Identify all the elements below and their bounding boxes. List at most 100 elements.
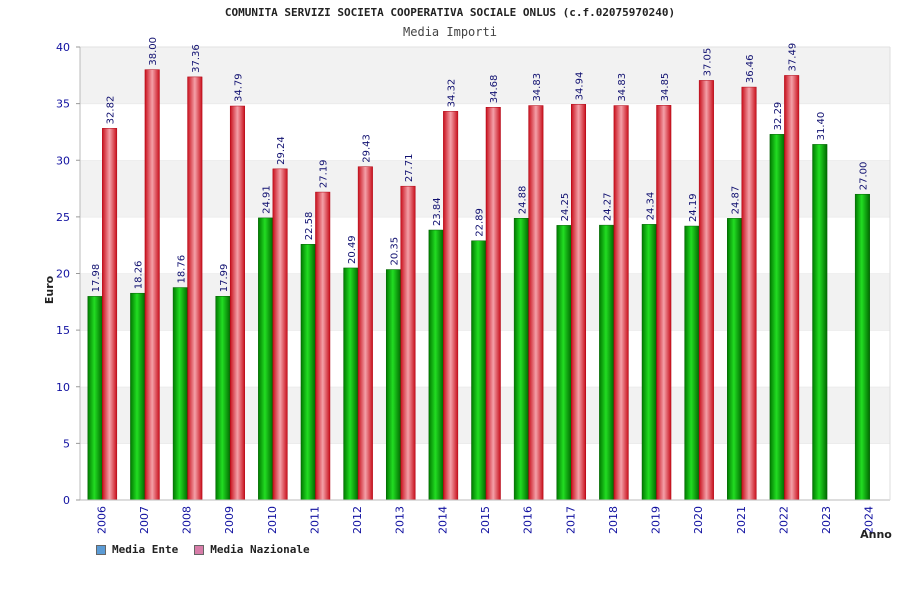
data-label-media-ente: 24.19: [688, 193, 699, 222]
data-label-media-ente: 24.88: [517, 186, 528, 215]
bar-media-ente: [854, 193, 870, 501]
bar-media-nazionale: [400, 185, 416, 501]
x-tick-label: 2017: [564, 506, 577, 534]
x-tick-label: 2020: [692, 506, 705, 534]
x-tick-label: 2022: [777, 506, 790, 534]
x-tick-label: 2023: [820, 506, 833, 534]
bar-media-ente: [215, 296, 231, 501]
y-tick-label: 25: [56, 211, 70, 224]
bar-media-ente: [300, 244, 316, 501]
bar-media-nazionale: [144, 69, 160, 501]
x-tick-label: 2010: [266, 506, 279, 534]
bar-media-nazionale: [741, 86, 757, 501]
bar-media-ente: [258, 217, 274, 501]
x-tick-label: 2009: [223, 506, 236, 534]
data-label-media-nazionale: 29.24: [276, 136, 287, 165]
data-label-media-nazionale: 34.85: [660, 73, 671, 102]
bar-media-ente: [87, 296, 103, 501]
bar-media-ente: [727, 218, 743, 501]
bar-media-ente: [556, 225, 572, 501]
bar-media-ente: [471, 240, 487, 501]
bar-media-nazionale: [187, 76, 203, 501]
x-axis-label: Anno: [860, 528, 892, 541]
bar-media-ente: [684, 225, 700, 501]
y-tick-label: 20: [56, 268, 70, 281]
chart-subtitle: Media Importi: [403, 25, 497, 39]
x-tick-label: 2008: [181, 506, 194, 534]
data-label-media-nazionale: 34.32: [447, 79, 458, 108]
chart-title: COMUNITA SERVIZI SOCIETA COOPERATIVA SOC…: [224, 6, 676, 19]
data-label-media-nazionale: 29.43: [361, 134, 372, 163]
bar-media-ente: [641, 224, 657, 501]
x-tick-label: 2016: [522, 506, 535, 534]
data-label-media-ente: 22.58: [304, 212, 315, 241]
x-tick-label: 2021: [735, 506, 748, 534]
data-label-media-nazionale: 34.83: [532, 73, 543, 102]
data-label-media-ente: 32.29: [773, 102, 784, 131]
data-label-media-nazionale: 34.68: [489, 75, 500, 104]
x-tick-label: 2019: [650, 506, 663, 534]
data-label-media-ente: 24.25: [560, 193, 571, 222]
bar-media-nazionale: [613, 105, 629, 501]
data-label-media-nazionale: 37.36: [191, 44, 202, 73]
data-label-media-ente: 22.89: [475, 208, 486, 237]
bar-media-nazionale: [485, 106, 501, 501]
bar-media-nazionale: [528, 105, 544, 501]
data-label-media-ente: 23.84: [432, 197, 443, 226]
bar-media-ente: [385, 269, 401, 501]
bar-media-nazionale: [315, 191, 331, 501]
data-label-media-ente: 27.00: [858, 162, 869, 191]
data-label-media-nazionale: 34.83: [617, 73, 628, 102]
data-label-media-nazionale: 27.19: [319, 159, 330, 188]
y-tick-label: 35: [56, 98, 70, 111]
data-label-media-nazionale: 32.82: [106, 96, 117, 125]
legend-swatch-ente: [96, 544, 106, 555]
data-label-media-nazionale: 36.46: [745, 54, 756, 83]
data-label-media-nazionale: 34.94: [575, 72, 586, 101]
y-tick-label: 10: [56, 381, 70, 394]
legend-item-ente: Media Ente: [96, 543, 178, 556]
data-label-media-nazionale: 27.71: [404, 154, 415, 183]
y-tick-label: 5: [63, 437, 70, 450]
bar-media-nazionale: [443, 111, 459, 501]
bar-media-ente: [513, 217, 529, 501]
x-tick-label: 2006: [95, 506, 108, 534]
data-label-media-nazionale: 34.79: [233, 73, 244, 102]
data-label-media-nazionale: 38.00: [148, 37, 159, 66]
data-label-media-ente: 20.49: [347, 235, 358, 264]
data-label-media-ente: 24.27: [603, 193, 614, 222]
data-label-media-ente: 17.99: [219, 264, 230, 293]
y-tick-label: 30: [56, 154, 70, 167]
legend: Media Ente Media Nazionale: [96, 543, 310, 556]
data-label-media-ente: 24.34: [645, 192, 656, 221]
bar-media-ente: [130, 292, 146, 501]
bar-media-nazionale: [357, 166, 373, 501]
data-label-media-nazionale: 37.49: [788, 43, 799, 72]
bar-media-nazionale: [272, 168, 288, 501]
bar-media-ente: [769, 134, 785, 501]
x-tick-label: 2018: [607, 506, 620, 534]
data-label-media-ente: 18.26: [134, 261, 145, 290]
x-tick-label: 2011: [308, 506, 321, 534]
bar-media-nazionale: [229, 105, 245, 501]
y-tick-label: 0: [63, 494, 70, 507]
y-axis-label: Euro: [43, 275, 56, 304]
y-tick-label: 15: [56, 324, 70, 337]
bar-media-ente: [812, 144, 828, 501]
x-tick-label: 2013: [394, 506, 407, 534]
legend-swatch-nazionale: [194, 544, 205, 555]
x-tick-label: 2024: [863, 506, 876, 534]
data-label-media-ente: 24.87: [731, 186, 742, 215]
data-label-media-nazionale: 37.05: [702, 48, 713, 77]
data-label-media-ente: 24.91: [262, 185, 273, 214]
legend-label-nazionale: Media Nazionale: [210, 543, 310, 556]
data-label-media-ente: 18.76: [176, 255, 187, 284]
legend-label-ente: Media Ente: [112, 543, 179, 556]
bar-media-nazionale: [571, 104, 587, 501]
bar-media-ente: [172, 287, 188, 501]
data-label-media-ente: 31.40: [816, 112, 827, 141]
bar-media-ente: [599, 224, 615, 501]
data-label-media-ente: 20.35: [389, 237, 400, 266]
bar-media-nazionale: [656, 105, 672, 501]
